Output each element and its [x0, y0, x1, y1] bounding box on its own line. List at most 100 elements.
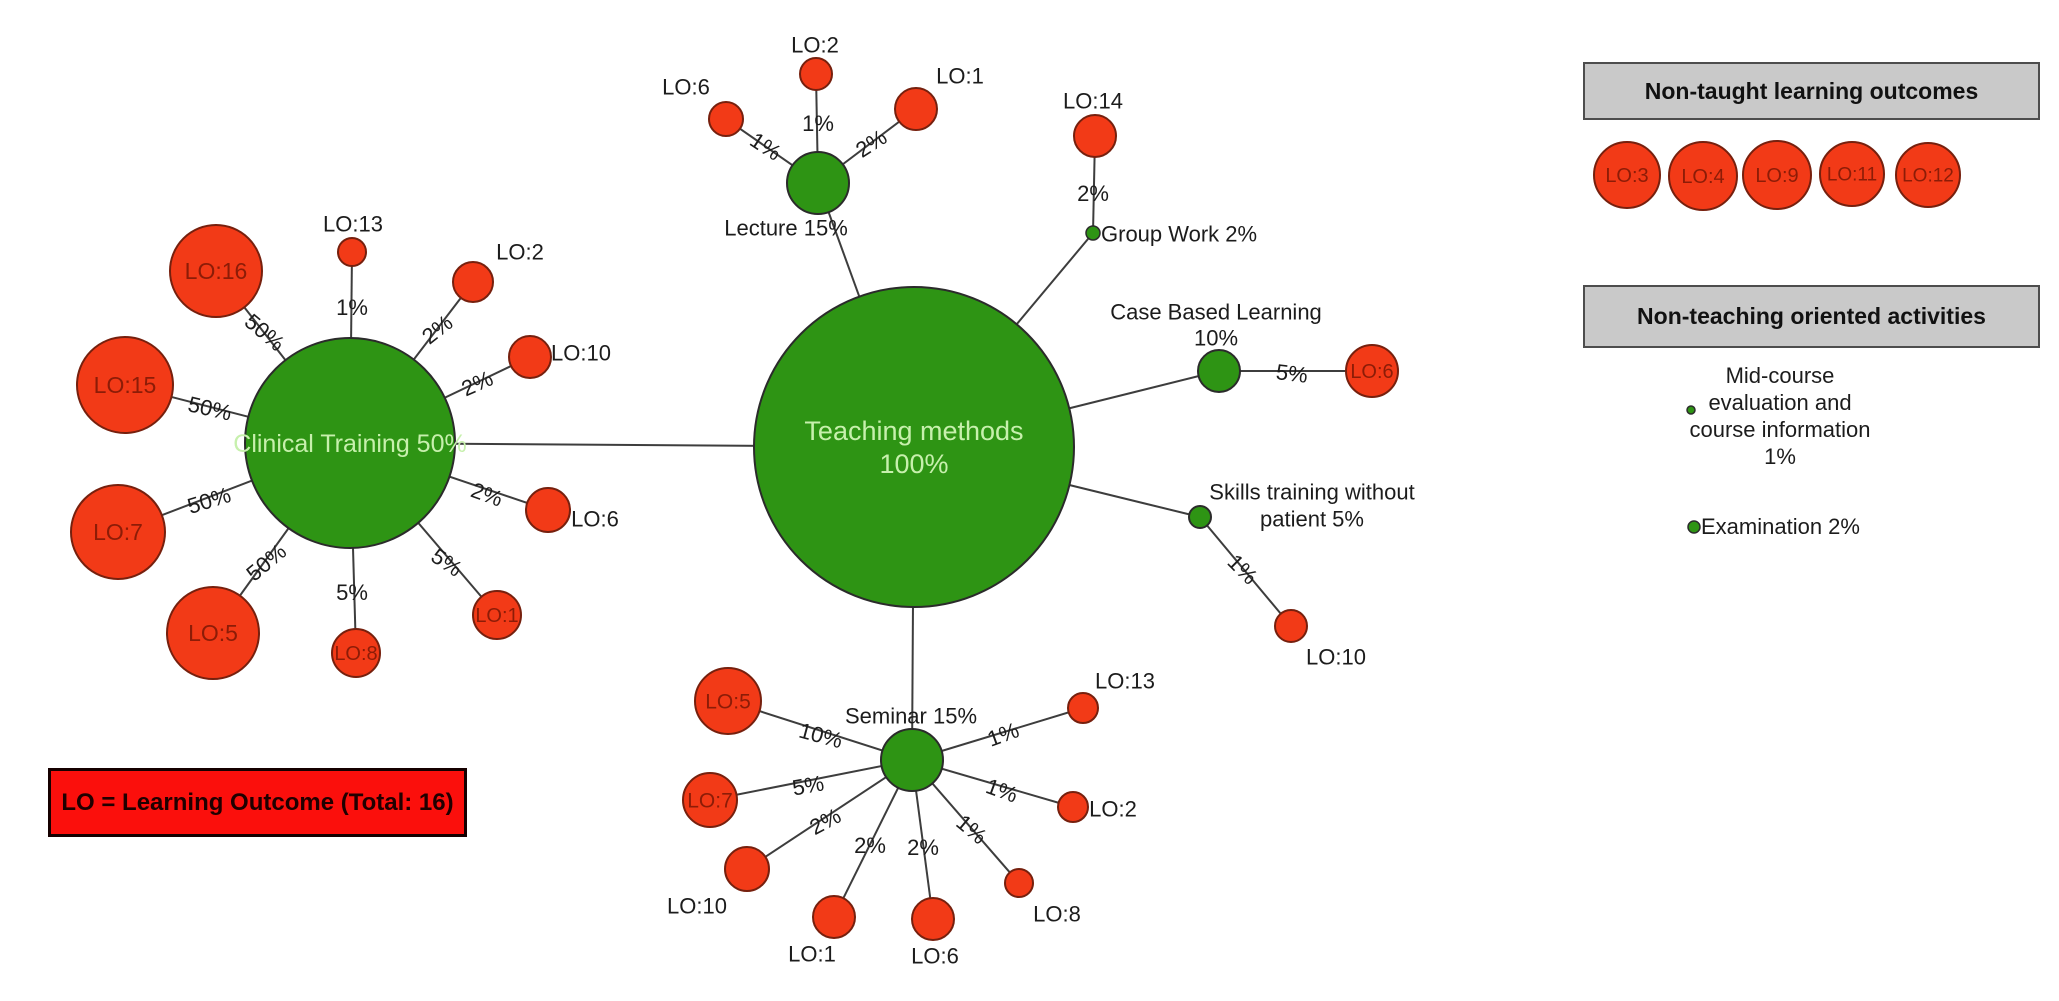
node-se8-circle — [1004, 868, 1034, 898]
node-teaching-label-line-1: Teaching methods — [804, 416, 1023, 446]
node-c5-circle — [166, 586, 260, 680]
edge-label-clinical-c2: 2% — [417, 310, 457, 349]
node-se2-label: LO:2 — [1089, 797, 1137, 822]
node-lecture-circle — [786, 151, 850, 215]
node-l1-label: LO:1 — [936, 64, 984, 89]
midcourse-line-1: Mid-course — [1725, 363, 1835, 388]
node-se6-label: LO:6 — [911, 944, 959, 969]
node-nt3-circle — [1593, 141, 1661, 209]
edge-label-lecture-l2: 1% — [802, 111, 834, 136]
node-teaching-circle — [753, 286, 1075, 608]
edge-label-clinical-c5: 50% — [241, 539, 291, 586]
node-se5-circle — [694, 667, 762, 735]
midcourse-evaluation-text: Mid-course evaluation and course informa… — [1655, 362, 1905, 470]
node-c1-circle — [472, 590, 522, 640]
node-cbl-label-line-2: 10% — [1194, 326, 1238, 351]
node-se13-circle — [1067, 692, 1099, 724]
non-taught-outcomes-title: Non-taught learning outcomes — [1644, 77, 1979, 104]
node-teaching-label-line-2: 100% — [879, 449, 948, 479]
midcourse-line-2: evaluation and — [1708, 390, 1852, 415]
edge-label-clinical-c8: 5% — [336, 580, 368, 605]
node-se6-circle — [911, 897, 955, 941]
node-c16-label: LO:16 — [185, 258, 248, 284]
edge-label-seminar-se1: 2% — [854, 833, 886, 858]
edge-label-lecture-l6: 1% — [746, 127, 786, 165]
node-c5-label: LO:5 — [188, 620, 238, 646]
edge-label-seminar-se13: 1% — [984, 717, 1022, 751]
node-se1-label: LO:1 — [788, 942, 836, 967]
node-c13-circle — [337, 237, 367, 267]
node-nt9-circle — [1742, 140, 1812, 210]
edge-label-clinical-c10: 2% — [458, 366, 497, 402]
edge-label-lecture-l1: 2% — [851, 124, 891, 162]
node-nt12-circle — [1895, 142, 1961, 208]
node-c2-circle — [452, 261, 494, 303]
node-nt11-label: LO:11 — [1827, 165, 1877, 186]
node-se2-circle — [1057, 791, 1089, 823]
edge-seminar-se7 — [709, 759, 913, 801]
node-c16-circle — [169, 224, 263, 318]
node-c6-circle — [525, 487, 571, 533]
node-clinical-label: Clinical Training 50% — [233, 430, 466, 458]
node-c13-label: LO:13 — [323, 212, 383, 237]
node-skills-label-line-2: patient 5% — [1260, 507, 1364, 532]
midcourse-line-3: course information — [1689, 417, 1871, 442]
node-seminar-label: Seminar 15% — [845, 704, 977, 729]
node-l2-circle — [799, 57, 833, 91]
node-seminar-circle — [880, 728, 944, 792]
node-lecture-label: Lecture 15% — [724, 216, 848, 241]
node-cbl-label-line-1: Case Based Learning — [1110, 300, 1322, 325]
node-nt3-label: LO:3 — [1605, 165, 1648, 187]
edge-label-seminar-se5: 10% — [796, 718, 845, 754]
node-midcourse_dot-circle — [1686, 405, 1696, 415]
non-teaching-activities-title: Non-teaching oriented activities — [1637, 303, 1986, 329]
edge-label-cbl-cb6: 5% — [1275, 359, 1310, 388]
node-groupwork-circle — [1085, 225, 1101, 241]
node-se8-label: LO:8 — [1033, 902, 1081, 927]
node-cb6-label: LO:6 — [1350, 361, 1393, 383]
edge-label-clinical-c16: 50% — [240, 309, 290, 356]
node-se10-label: LO:10 — [667, 894, 727, 919]
node-c10-label: LO:10 — [551, 341, 611, 366]
edge-skills-s10 — [1199, 516, 1292, 627]
edge-label-seminar-se2: 1% — [983, 773, 1021, 807]
edge-seminar-se10 — [746, 759, 913, 870]
node-groupwork-label: Group Work 2% — [1101, 222, 1257, 247]
edge-label-seminar-se6: 2% — [907, 835, 939, 860]
node-c1-label: LO:1 — [475, 605, 518, 627]
node-c10-circle — [508, 335, 552, 379]
examination-text: Examination 2% — [1701, 514, 1860, 539]
node-c15-circle — [76, 336, 174, 434]
node-nt12-label: LO:12 — [1902, 166, 1954, 187]
node-l6-circle — [708, 101, 744, 137]
node-se13-label: LO:13 — [1095, 669, 1155, 694]
node-c8-circle — [331, 628, 381, 678]
node-cb6-circle — [1345, 344, 1399, 398]
edge-label-clinical-c7: 50% — [184, 482, 233, 519]
node-c15-label: LO:15 — [94, 372, 157, 398]
node-nt9-label: LO:9 — [1755, 165, 1798, 187]
node-c2-label: LO:2 — [496, 240, 544, 265]
node-se5-label: LO:5 — [705, 690, 751, 713]
node-se1-circle — [812, 895, 856, 939]
node-nt4-label: LO:4 — [1681, 166, 1724, 188]
node-nt11-circle — [1819, 141, 1885, 207]
edge-label-clinical-c13: 1% — [336, 295, 368, 320]
edge-label-seminar-se8: 1% — [951, 810, 991, 850]
node-g14-label: LO:14 — [1063, 89, 1123, 114]
legend-box: LO = Learning Outcome (Total: 16) — [48, 768, 467, 837]
node-s10-label: LO:10 — [1306, 645, 1366, 670]
node-l2-label: LO:2 — [791, 33, 839, 58]
non-taught-outcomes-header: Non-taught learning outcomes — [1583, 62, 2040, 120]
edge-label-clinical-c1: 5% — [427, 543, 467, 582]
edge-label-clinical-c15: 50% — [186, 391, 235, 425]
node-se10-circle — [724, 846, 770, 892]
node-nt4-circle — [1668, 141, 1738, 211]
node-se7-label: LO:7 — [687, 789, 733, 812]
node-l1-circle — [894, 87, 938, 131]
node-c6-label: LO:6 — [571, 507, 619, 532]
node-clinical-circle — [244, 337, 456, 549]
node-cbl-circle — [1197, 349, 1241, 393]
